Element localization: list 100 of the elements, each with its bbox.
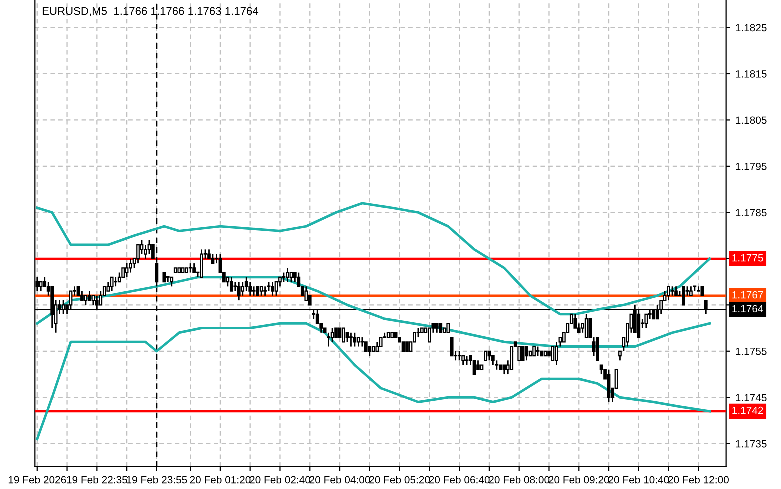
candlestick [439,323,443,334]
candlestick [237,281,241,302]
candlestick [492,355,495,366]
candlestick [248,281,252,297]
candlestick [700,286,704,296]
candlestick [446,323,450,334]
candlestick [350,332,353,348]
candlestick [476,360,480,371]
candlestick [84,295,88,306]
candlestick [670,286,674,297]
candlestick [338,328,342,338]
candlestick [667,286,670,302]
candlestick [241,281,245,297]
candlestick [674,286,678,297]
candlestick [144,244,148,260]
candlestick [290,272,294,283]
candlestick [129,258,132,274]
x-tick-label: 20 Feb 12:00 [668,476,729,484]
x-tick-label: 20 Feb 05:20 [370,476,430,484]
candlestick [260,286,264,297]
ref-line-label: 1.1775 [732,254,764,262]
x-tick-label: 20 Feb 01:20 [190,476,251,484]
candlestick [170,276,174,288]
candlestick [495,360,499,371]
text: EURUSD,M5 1.1766 1.1766 1.1763 1.1764 [42,7,259,16]
candlestick [244,276,248,292]
candlestick [200,248,204,278]
candlestick [600,364,604,376]
candlestick [596,336,600,362]
candlestick [342,328,346,343]
candlestick [125,262,129,278]
candlestick [39,281,43,292]
candlestick [271,281,274,297]
x-tick-label: 20 Feb 06:40 [429,476,490,484]
candlestick [114,276,118,288]
candlestick [462,355,465,366]
candlestick [330,328,334,343]
y-tick-label: 1.1795 [736,162,767,170]
candlestick [208,248,211,260]
candlestick [274,281,278,297]
candlestick [536,346,540,357]
candlestick [525,346,528,362]
y-tick-label: 1.1815 [736,70,767,78]
candlestick [690,286,693,297]
candlestick [555,341,558,366]
y-tick-label: 1.1745 [736,394,767,402]
candlestick [607,369,611,403]
ref-line-label: 1.1742 [732,406,764,414]
x-tick-label: 20 Feb 09:20 [548,476,610,484]
candlestick [286,267,290,283]
candlestick [551,346,555,362]
candlestick [353,332,357,348]
candlestick [294,272,297,283]
candlestick [267,281,271,292]
candlestick [88,290,92,302]
candlestick [488,350,492,362]
candlestick [364,342,368,352]
candlestick [502,364,506,376]
candlestick [484,350,488,362]
candlestick [162,272,166,283]
candlestick [192,262,196,274]
x-tick-label: 19 Feb 23:55 [127,476,188,484]
candlestick [618,350,622,362]
candlestick [450,336,454,357]
ref-line-label: 1.1764 [732,305,764,313]
candlestick [264,286,267,297]
line-series [36,322,712,441]
x-tick-label: 19 Feb 22:35 [67,476,128,484]
candlestick [256,286,260,296]
candlestick [521,346,525,362]
candlestick [376,341,380,352]
candlestick [458,350,462,362]
candlestick [304,286,308,302]
candlestick [188,262,192,274]
x-tick-label: 20 Feb 08:00 [489,476,550,484]
ref-line-label: 1.1767 [732,291,764,299]
candlestick [406,342,409,352]
candlestick [211,254,215,264]
y-tick-label: 1.1735 [736,440,767,448]
x-tick-label: 20 Feb 04:00 [310,476,370,484]
candlestick [416,328,420,338]
x-tick-label: 19 Feb 2026 [8,476,66,484]
candlestick [282,272,286,283]
candlestick [136,244,140,264]
candlestick [682,286,686,306]
candlestick [577,322,581,334]
candlestick [532,346,536,357]
candlestick [465,355,469,366]
y-tick-label: 1.1785 [736,209,767,217]
candlestick [230,276,234,292]
candlestick [334,328,338,338]
x-tick-label: 20 Feb 02:40 [250,476,311,484]
candlestick [92,295,96,306]
line-series [36,202,712,316]
y-tick-label: 1.1825 [736,24,767,32]
candlestick [357,336,360,348]
candlestick [110,276,114,292]
candlestick [581,322,585,334]
y-tick-label: 1.1805 [736,116,767,124]
candlestick [435,322,439,334]
